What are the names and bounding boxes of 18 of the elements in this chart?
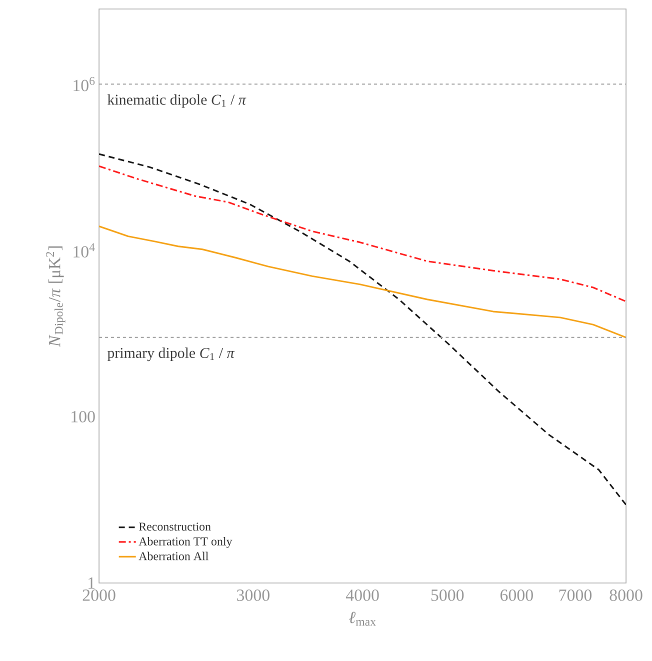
y-tick-label: 100 [72,410,95,422]
y-tick-label: 1 [88,577,94,589]
x-tick-label: 7000 [559,590,592,601]
y-tick-label: 10$^{6}$ [74,76,95,92]
x-axis-title: ℓ$_{max}$ [348,612,376,626]
y-tick-label: 10$^{4}$ [74,243,95,258]
legend-label: Reconstruction [138,522,211,531]
x-tick-label: 5000 [431,590,464,601]
ref-line-label: primary dipole C$_{1}$ / π [107,348,235,362]
y-axis-title: N$_{Dipole}$/π [μK$^{2}$] [46,246,66,347]
x-tick-label: 8000 [610,590,642,601]
x-tick-label: 6000 [500,590,533,601]
legend-label: Aberration All [138,552,208,560]
x-tick-label: 3000 [237,590,270,601]
x-tick-label: 2000 [82,590,116,601]
ref-line-label: kinematic dipole C$_{1}$ / π [107,94,246,108]
x-tick-label: 4000 [346,590,379,601]
legend-label: Aberration TT only [138,537,232,548]
